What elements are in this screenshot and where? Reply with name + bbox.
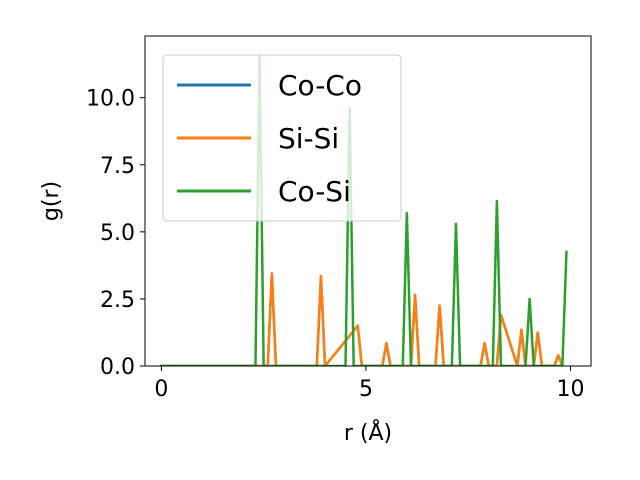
y-axis: 0.0 2.5 5.0 7.5 10.0	[86, 87, 145, 380]
y-tick-label: 5.0	[100, 221, 135, 246]
y-tick-label: 7.5	[100, 154, 135, 179]
y-tick-label: 2.5	[100, 288, 135, 313]
x-tick-label: 0	[154, 377, 168, 402]
series-line-si-si	[160, 272, 564, 366]
legend-frame	[162, 54, 402, 222]
plot-frame	[144, 35, 592, 367]
y-tick-label: 10.0	[86, 87, 135, 112]
x-tick-label: 5	[359, 377, 373, 402]
x-axis-label: r (Å)	[344, 419, 392, 446]
series-line-co-si	[160, 54, 568, 366]
y-tick-label: 0.0	[100, 355, 135, 380]
legend-label-co-co: Co-Co	[278, 69, 362, 102]
y-axis-label: g(r)	[39, 181, 64, 221]
legend: Co-Co Si-Si Co-Si	[162, 54, 402, 222]
legend-label-co-si: Co-Si	[278, 175, 351, 208]
legend-label-si-si: Si-Si	[278, 122, 339, 155]
x-tick-label: 10	[557, 377, 585, 402]
series-layer	[160, 54, 568, 366]
x-axis: 0 5 10	[154, 366, 585, 402]
